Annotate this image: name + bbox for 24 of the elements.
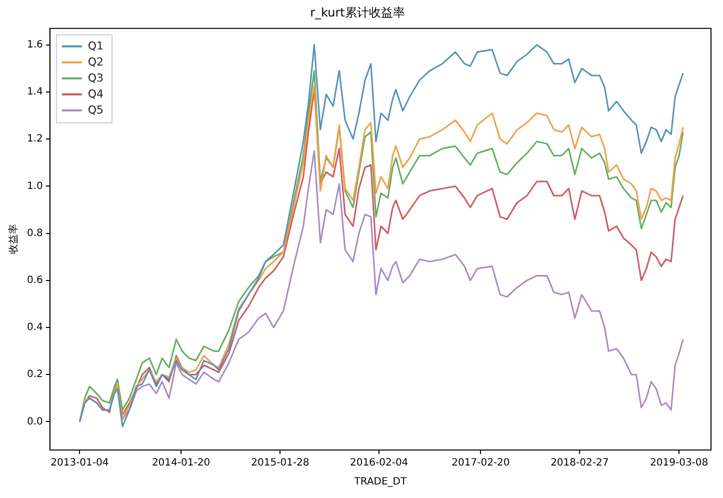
x-tick-label: 2017-02-20 [452,458,510,469]
legend-label: Q2 [88,55,104,68]
y-tick-label: 1.0 [26,180,43,192]
x-tick-label: 2014-01-20 [152,458,210,469]
x-tick-label: 2019-03-08 [650,458,708,469]
y-tick-label: 0.8 [26,228,43,239]
x-axis-title: TRADE_DT [353,476,408,488]
x-tick-label: 2013-01-04 [50,458,109,469]
x-tick-label: 2016-02-04 [350,458,408,469]
y-tick-label: 1.6 [26,39,43,50]
x-tick-label: 2015-01-28 [251,458,310,469]
legend-label: Q5 [88,103,104,116]
legend-label: Q4 [88,87,104,100]
x-tick-label: 2018-02-27 [550,458,609,469]
y-tick-label: 0.0 [26,416,43,428]
legend-label: Q1 [88,39,104,52]
y-tick-label: 1.4 [26,86,43,98]
y-axis-title: 收益率 [8,224,20,254]
y-tick-label: 0.6 [26,275,43,286]
legend-label: Q3 [88,71,104,84]
y-tick-label: 0.4 [26,322,43,334]
y-tick-label: 0.2 [26,369,43,380]
y-tick-label: 1.2 [26,134,43,145]
chart-title: r_kurt累计收益率 [310,5,405,20]
